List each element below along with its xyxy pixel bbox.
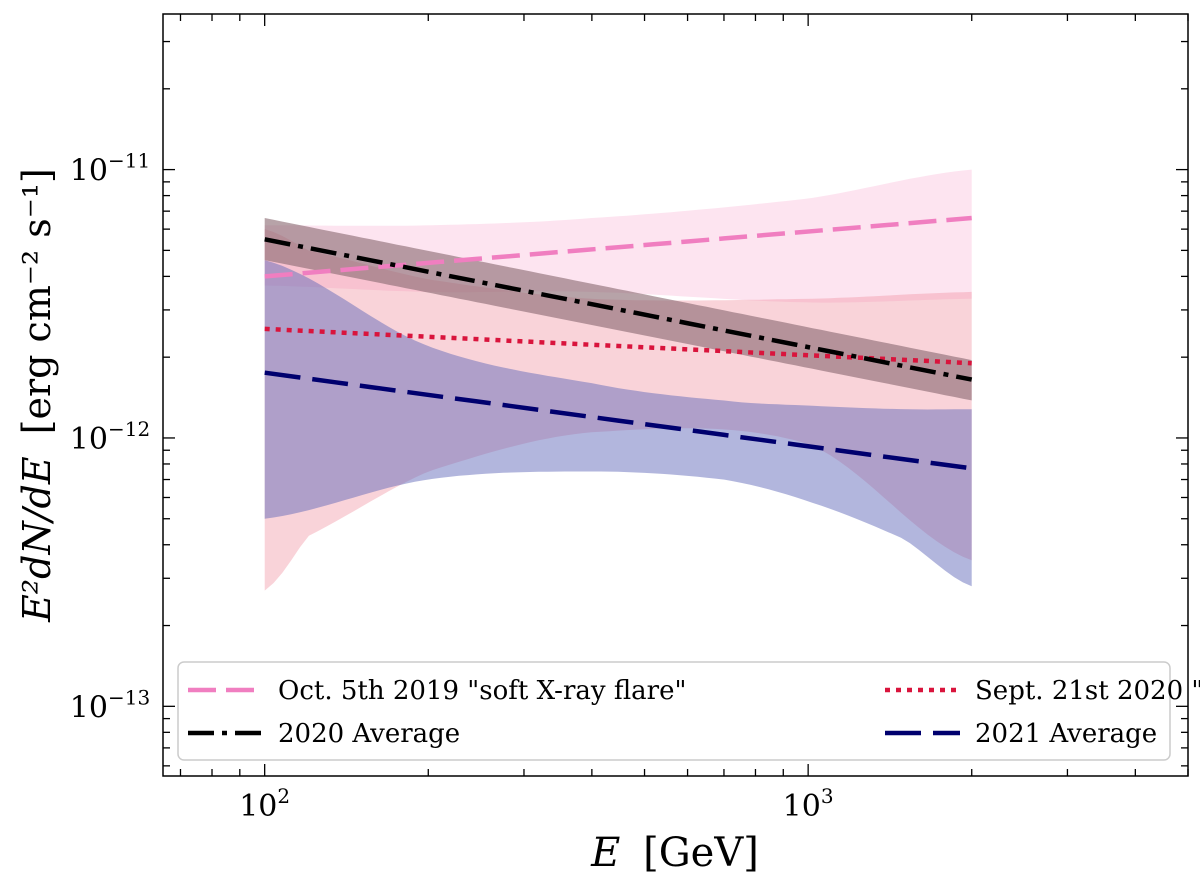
legend: Oct. 5th 2019 "soft X-ray flare" 2020 Ave…	[177, 661, 1200, 761]
legend-label-0: Oct. 5th 2019 "soft X-ray flare"	[278, 676, 686, 706]
y-axis-label-unit: [erg cm⁻² s⁻¹]	[15, 168, 59, 434]
band-series-3	[264, 260, 972, 587]
legend-label-1: Sept. 21st 2020 "hard low X-ray state"	[975, 676, 1200, 706]
x-axis-label-unit: [GeV]	[643, 830, 759, 876]
x-tick-label: 102	[239, 784, 290, 824]
line-series-3	[264, 370, 973, 471]
x-axis-label: E [GeV]	[590, 830, 759, 876]
x-axis-label-var: E	[590, 830, 620, 876]
y-axis-label: E²dN/dE [erg cm⁻² s⁻¹]	[15, 168, 59, 623]
y-tick-label: 10−11	[70, 149, 150, 189]
uncertainty-bands	[264, 169, 972, 591]
line-series-1	[264, 326, 972, 366]
legend-label-3: 2021 Average	[975, 719, 1157, 749]
tick-labels: 102 103 10−11 10−12 10−13	[70, 149, 834, 824]
series-lines	[264, 215, 973, 471]
y-tick-label: 10−12	[70, 417, 150, 457]
line-series-2	[264, 237, 973, 382]
y-axis-label-var: E²dN/dE	[15, 456, 59, 623]
legend-label-2: 2020 Average	[278, 719, 460, 749]
band-series-1	[264, 229, 972, 591]
x-tick-label: 103	[783, 784, 834, 824]
y-tick-label: 10−13	[70, 685, 150, 725]
plot-frame	[162, 13, 1189, 777]
line-series-0	[264, 215, 972, 279]
legend-frame	[177, 661, 1171, 761]
